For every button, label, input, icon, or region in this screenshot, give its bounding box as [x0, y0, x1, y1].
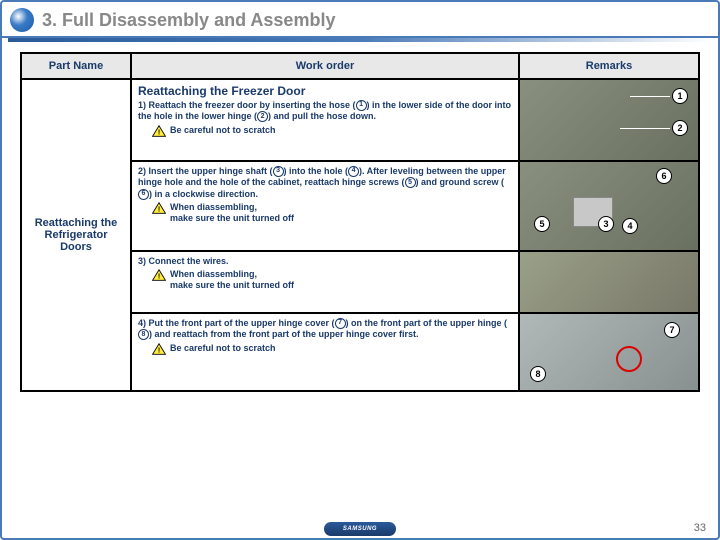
- photo-label-3: 3: [598, 216, 614, 232]
- photo-1: 1 2: [520, 80, 698, 160]
- page-number: 33: [694, 522, 706, 534]
- photo-label-8: 8: [530, 366, 546, 382]
- photo-4: 7 8: [520, 314, 698, 390]
- photo-label-5: 5: [534, 216, 550, 232]
- remarks-cell-4: 7 8: [519, 313, 699, 391]
- photo-2: 6 5 3 4: [520, 162, 698, 250]
- photo-label-4: 4: [622, 218, 638, 234]
- footer-logo: SAMSUNG: [324, 522, 396, 536]
- remarks-cell-3: [519, 251, 699, 313]
- photo-leader-2: [620, 128, 670, 129]
- photo-label-2: 2: [672, 120, 688, 136]
- photo-leader-1: [630, 96, 670, 97]
- photo-label-1: 1: [672, 88, 688, 104]
- photo-label-7: 7: [664, 322, 680, 338]
- photo-label-6: 6: [656, 168, 672, 184]
- photo-3: [520, 252, 698, 312]
- remarks-cell-2: 6 5 3 4: [519, 161, 699, 251]
- remarks-cell-1: 1 2: [519, 79, 699, 161]
- photo-red-highlight: [616, 346, 642, 372]
